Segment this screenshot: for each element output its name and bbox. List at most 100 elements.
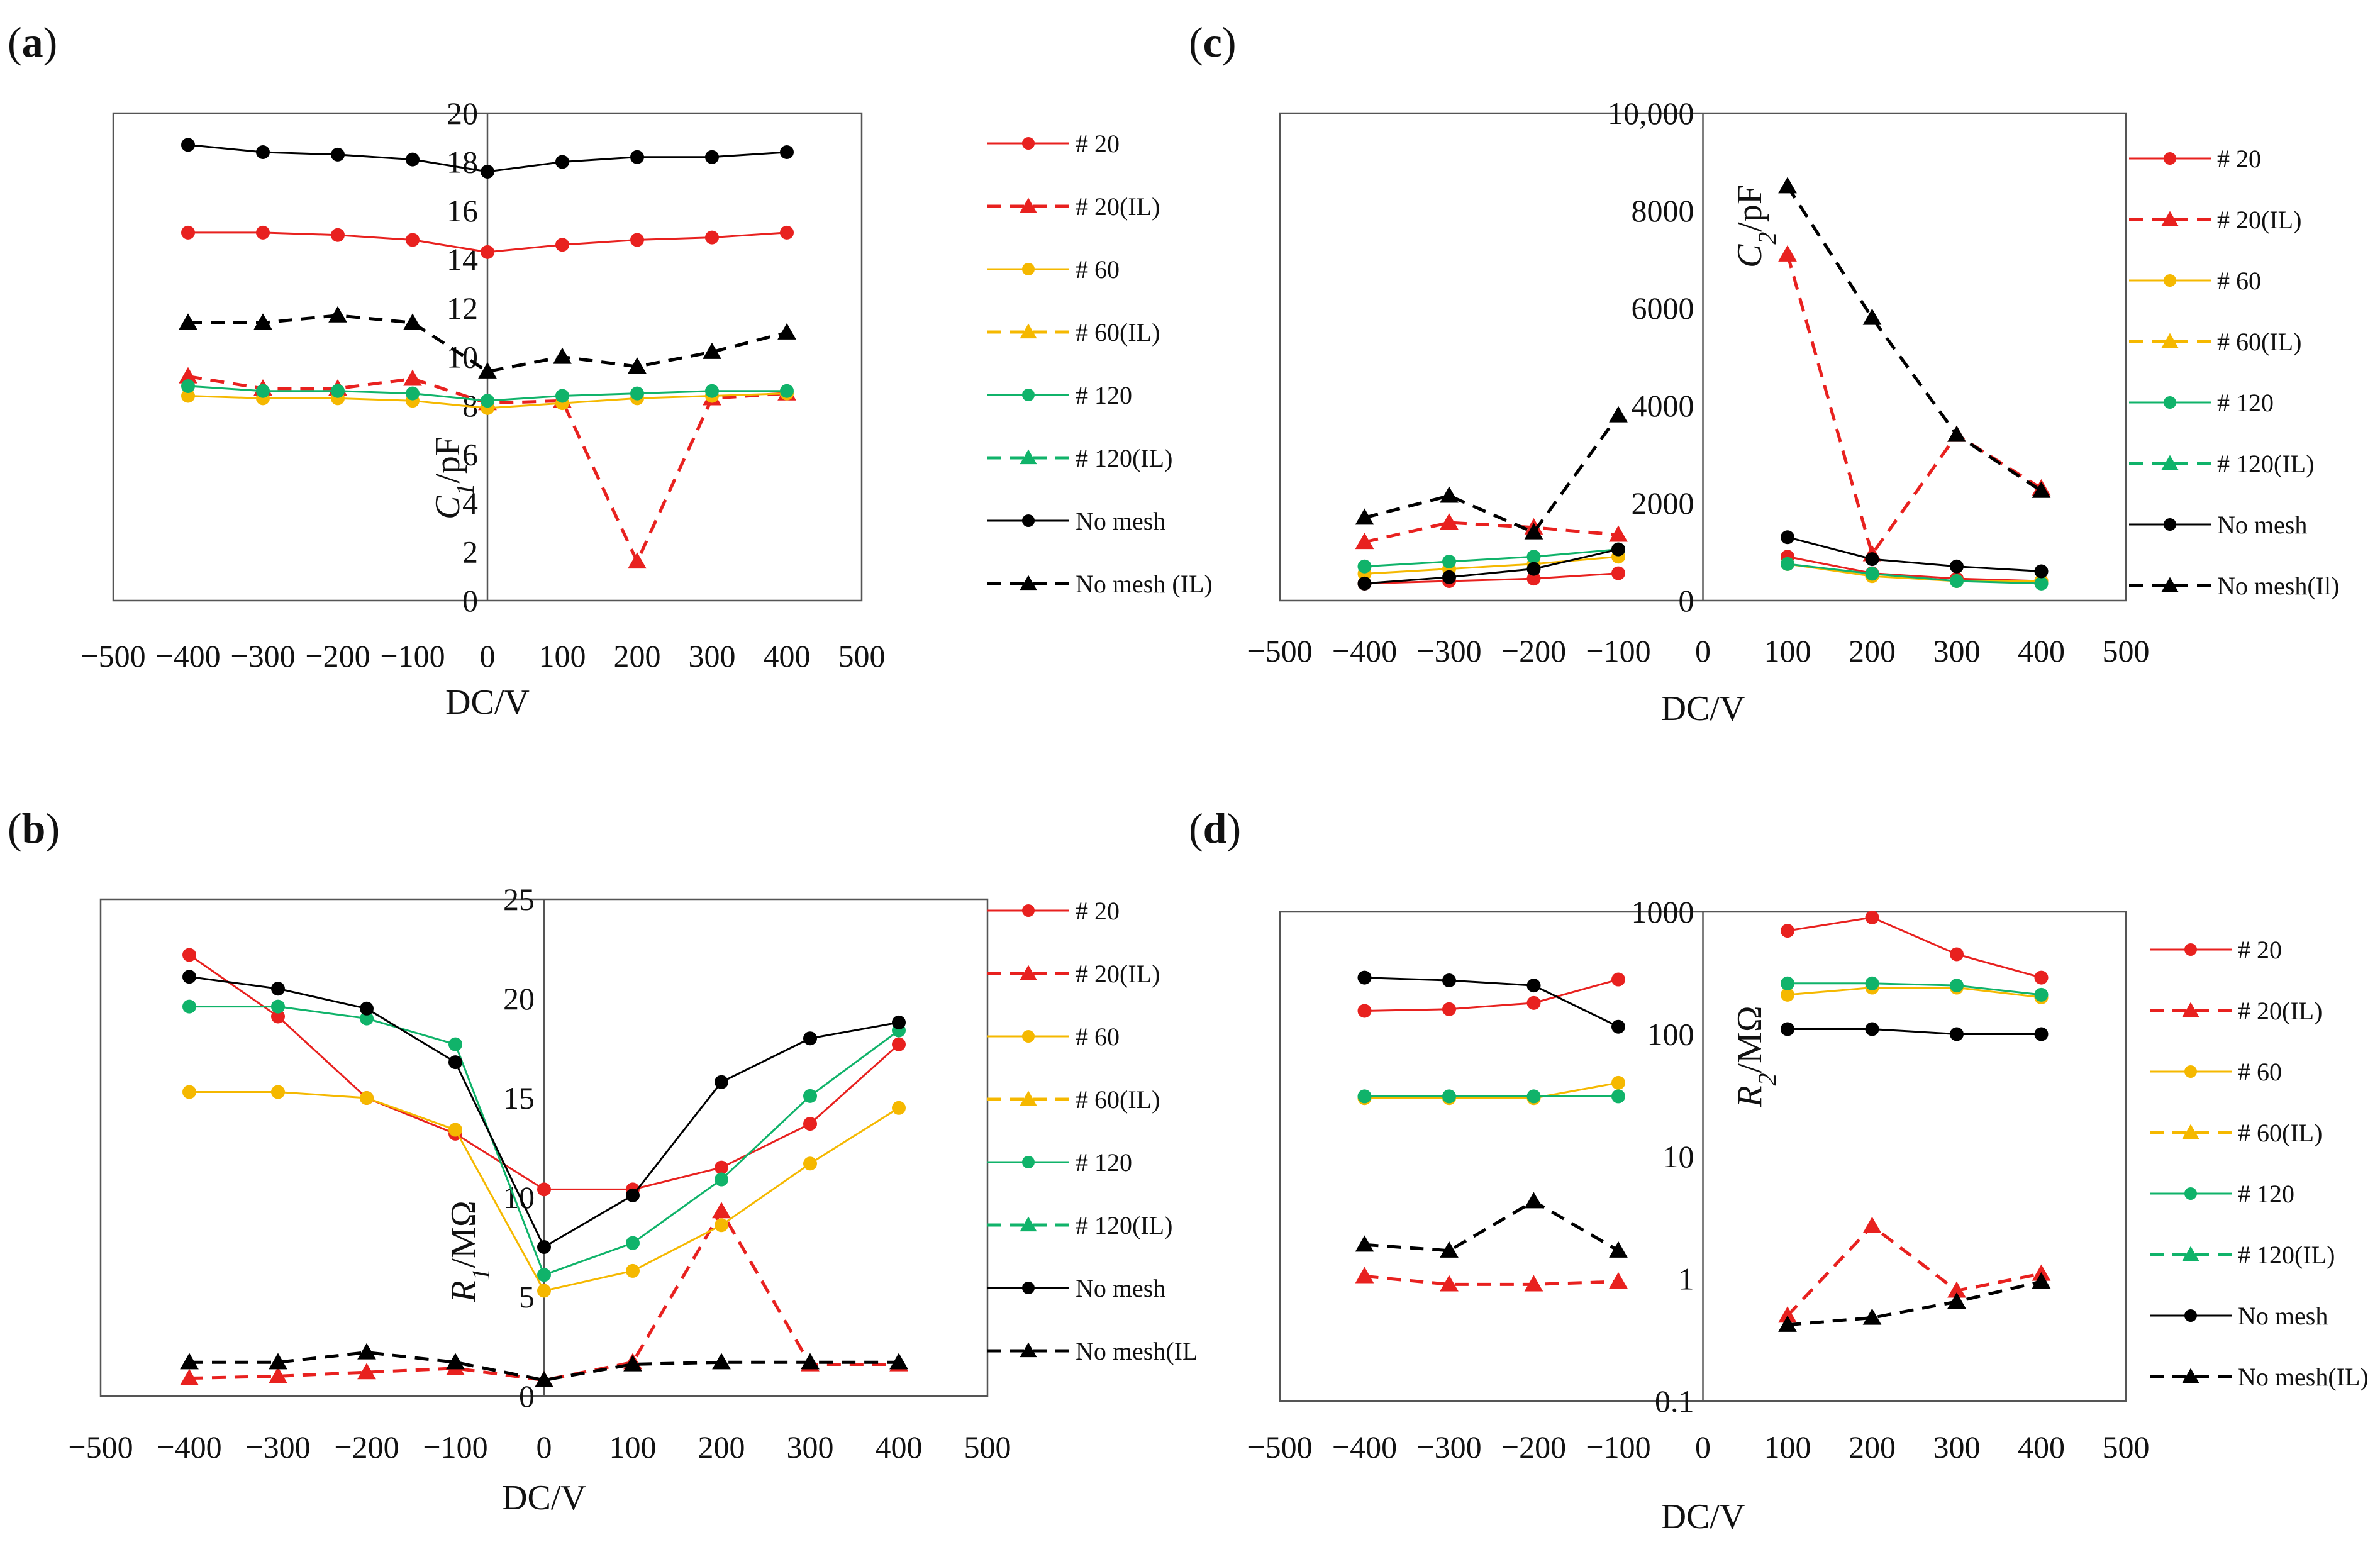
legend-label: # 60 [2238, 1058, 2282, 1086]
data-point [803, 1031, 817, 1046]
legend-swatch-marker [2161, 211, 2179, 226]
data-point [182, 970, 196, 984]
legend-label: # 20 [1076, 130, 1120, 158]
data-point [1526, 1089, 1541, 1104]
series-no-mesh-il- [179, 306, 796, 379]
panel-a: (a) −500 −400 −300 −200 −100 0 100 200 300 400 500 0… [8, 18, 1213, 722]
data-point [271, 1009, 285, 1024]
legend-swatch-marker [1022, 263, 1035, 275]
series-line [1787, 555, 2042, 582]
x-tick-label: 500 [2103, 1429, 2150, 1465]
legend-swatch-marker [1020, 323, 1037, 339]
data-point [1862, 308, 1882, 325]
x-tick-label: 0 [480, 638, 496, 674]
data-point [1865, 1022, 1879, 1036]
legend-swatch-marker [2184, 1065, 2197, 1078]
legend-entry: # 20 [2150, 936, 2282, 964]
series-line [1364, 521, 1619, 544]
data-point [535, 1370, 553, 1387]
x-tick-label: 100 [609, 1429, 657, 1465]
legend-label: # 120(IL) [2217, 450, 2314, 478]
legend-label: No mesh [2217, 511, 2307, 539]
data-point [715, 1172, 728, 1187]
series-line [1364, 548, 1619, 568]
data-point [712, 1202, 731, 1219]
data-point [1609, 406, 1628, 423]
legend-label: # 60(IL) [1076, 1085, 1160, 1114]
legend-entry: # 60(IL) [2129, 328, 2301, 356]
data-point [1947, 1292, 1966, 1309]
data-point [1778, 1315, 1797, 1332]
data-point [360, 1011, 374, 1026]
data-point [1950, 574, 1964, 588]
y-tick-label: 0.1 [1655, 1383, 1694, 1419]
data-point [1524, 1192, 1543, 1209]
data-point [780, 145, 794, 159]
data-point [553, 347, 572, 364]
y-tick-label: 0 [519, 1378, 535, 1414]
series-line [189, 1350, 899, 1382]
x-tick-label: −400 [1332, 1429, 1397, 1465]
data-point [715, 1160, 728, 1175]
data-point [1781, 530, 1794, 545]
data-point [1355, 508, 1374, 525]
data-point [1609, 1272, 1628, 1289]
data-point [1611, 1089, 1625, 1104]
legend-swatch-marker [1020, 449, 1037, 465]
data-point [2032, 1272, 2051, 1289]
data-point [360, 1001, 374, 1016]
panel-b: (b) −500 −400 −300 −200 −100 0 100 200 300 400 500 0… [8, 804, 1198, 1517]
data-point [537, 1182, 551, 1197]
x-tick-label: 100 [1764, 633, 1811, 668]
data-point [481, 245, 494, 259]
series-line [1787, 563, 2042, 585]
legend-label: # 20(IL) [1076, 960, 1160, 988]
legend-entry: # 60 [987, 255, 1120, 284]
data-point [712, 1353, 731, 1370]
series-line [1364, 1082, 1619, 1099]
series-line [1364, 572, 1619, 585]
y-tick-label: 12 [447, 291, 478, 326]
series-line [1364, 977, 1619, 1028]
series-line [1364, 414, 1620, 535]
data-point [406, 152, 420, 167]
legend-entry: # 60 [2150, 1058, 2282, 1086]
x-tick-label: −300 [245, 1429, 310, 1465]
data-point [1781, 924, 1794, 938]
data-point [803, 1117, 817, 1131]
x-tick-label: −100 [423, 1429, 487, 1465]
legend-swatch-marker [1020, 1342, 1037, 1358]
panel-label: (c) [1189, 18, 1237, 66]
data-point [705, 150, 719, 164]
legend-entry: No mesh [987, 507, 1165, 535]
data-point [481, 394, 494, 408]
legend-swatch-marker [1022, 1156, 1035, 1168]
y-axis-label: R1/MΩ [444, 1200, 495, 1302]
data-point [630, 150, 644, 164]
series--60 [182, 1085, 906, 1298]
x-tick-label: −100 [1586, 633, 1650, 668]
data-point [1442, 570, 1456, 584]
data-point [181, 138, 195, 152]
data-point [271, 1085, 285, 1099]
data-point [1442, 973, 1456, 988]
data-point [715, 1075, 728, 1089]
data-point [1524, 523, 1543, 540]
legend-entry: # 120(IL) [2150, 1241, 2335, 1269]
data-point [181, 379, 195, 393]
legend-label: # 60(IL) [2217, 328, 2301, 356]
legend-label: # 60 [1076, 255, 1120, 284]
y-tick-label: 18 [447, 145, 478, 180]
legend-label: No mesh [1076, 507, 1165, 535]
data-point [1357, 1004, 1372, 1018]
data-point [1442, 1002, 1456, 1016]
y-tick-label: 20 [503, 981, 535, 1016]
legend-swatch-marker [2164, 274, 2176, 287]
series-line [1787, 536, 2042, 572]
data-point [537, 1268, 551, 1282]
data-point [892, 1101, 906, 1115]
series-line [1786, 254, 2042, 558]
legend-swatch-marker [1022, 904, 1035, 917]
data-point [1442, 1089, 1456, 1104]
